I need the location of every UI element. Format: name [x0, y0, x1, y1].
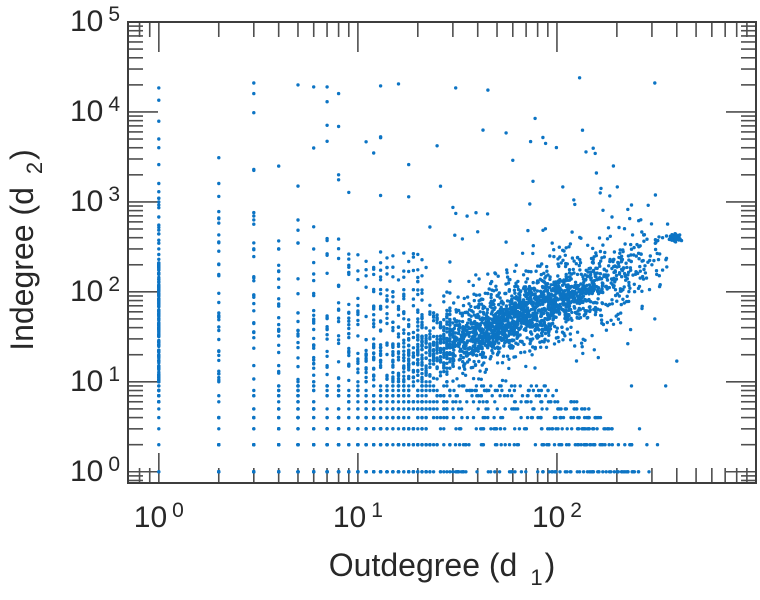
x-axis-title-subscript: 1: [530, 565, 543, 590]
x-axis-title-text: Outdegree (d: [328, 547, 518, 583]
x-tick-label: 10 2: [531, 499, 582, 534]
y-axis-title-subscript: 2: [22, 161, 47, 175]
x-tick-label: 10 1: [332, 499, 383, 534]
y-tick-label: 10 5: [69, 3, 120, 38]
y-tick-label: 10 0: [69, 452, 120, 488]
axis-ticks: [128, 21, 757, 483]
y-tick-label: 10 4: [69, 92, 120, 128]
plot-frame: [127, 21, 757, 484]
x-axis-title-close: ): [544, 547, 556, 583]
y-tick-label: 10 1: [69, 362, 120, 398]
y-axis-title-text: Indegree (d: [4, 187, 40, 351]
y-axis-title-close: ): [4, 149, 40, 160]
y-axis-title: Indegree (d 2): [0, 80, 47, 420]
x-tick-label: 10 0: [133, 499, 184, 534]
y-tick-label: 10 2: [69, 272, 120, 308]
scatter-points: [157, 76, 684, 474]
y-tick-label: 10 3: [69, 182, 120, 218]
x-axis-title: Outdegree (d 1): [128, 547, 756, 590]
